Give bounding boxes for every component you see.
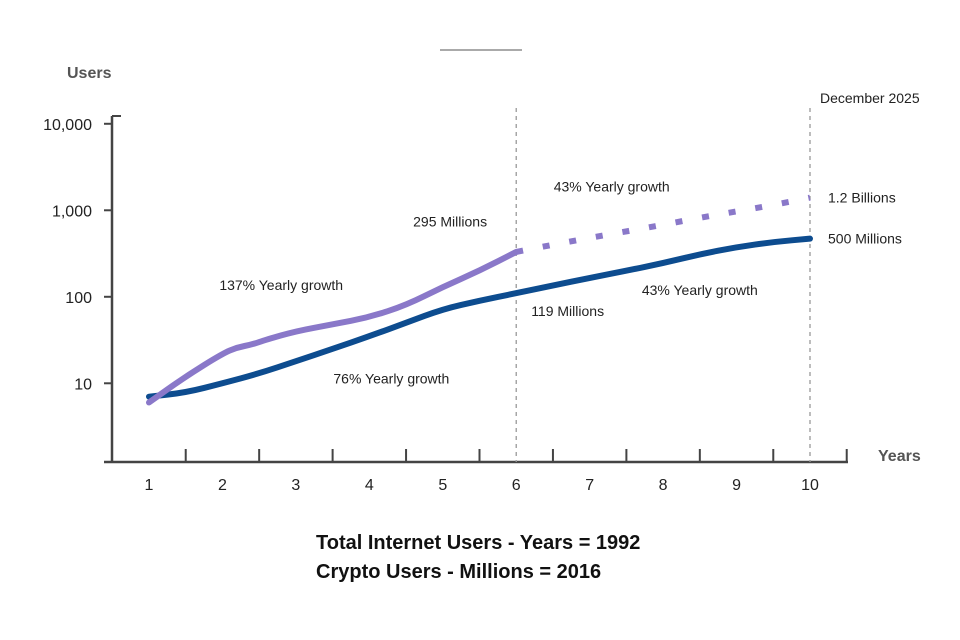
series-line-crypto (146, 248, 520, 406)
x-tick-label-3: 4 (365, 477, 374, 494)
annotation-5: 137% Yearly growth (219, 277, 343, 293)
annotation-8: 76% Yearly growth (333, 370, 449, 386)
x-tick-label-9: 10 (801, 477, 819, 494)
annotation-1: 43% Yearly growth (554, 178, 670, 194)
series-line-internet (146, 235, 813, 400)
x-tick-label-2: 3 (291, 477, 300, 494)
annotation-4: 500 Millions (828, 231, 902, 247)
annotation-3: 295 Millions (413, 213, 487, 229)
x-axis-title: Years (878, 448, 921, 465)
annotation-6: 43% Yearly growth (642, 282, 758, 298)
y-tick-label-3: 10,000 (43, 117, 92, 134)
x-tick-label-7: 8 (659, 477, 668, 494)
y-tick-label-1: 100 (65, 290, 92, 307)
x-tick-label-8: 9 (732, 477, 741, 494)
x-tick-label-5: 6 (512, 477, 521, 494)
annotation-0: December 2025 (820, 90, 920, 106)
annotation-7: 119 Millions (531, 303, 604, 319)
x-tick-label-4: 5 (438, 477, 447, 494)
y-tick-label-0: 10 (74, 376, 92, 393)
y-axis-title: Users (67, 65, 112, 82)
annotation-2: 1.2 Billions (828, 190, 896, 206)
caption-line-2: Crypto Users - Millions = 2016 (316, 561, 602, 583)
x-tick-label-6: 7 (585, 477, 594, 494)
y-tick-label-2: 1,000 (52, 203, 92, 220)
x-tick-label-0: 1 (145, 477, 154, 494)
caption-line-1: Total Internet Users - Years = 1992 (316, 532, 641, 554)
x-tick-label-1: 2 (218, 477, 227, 494)
